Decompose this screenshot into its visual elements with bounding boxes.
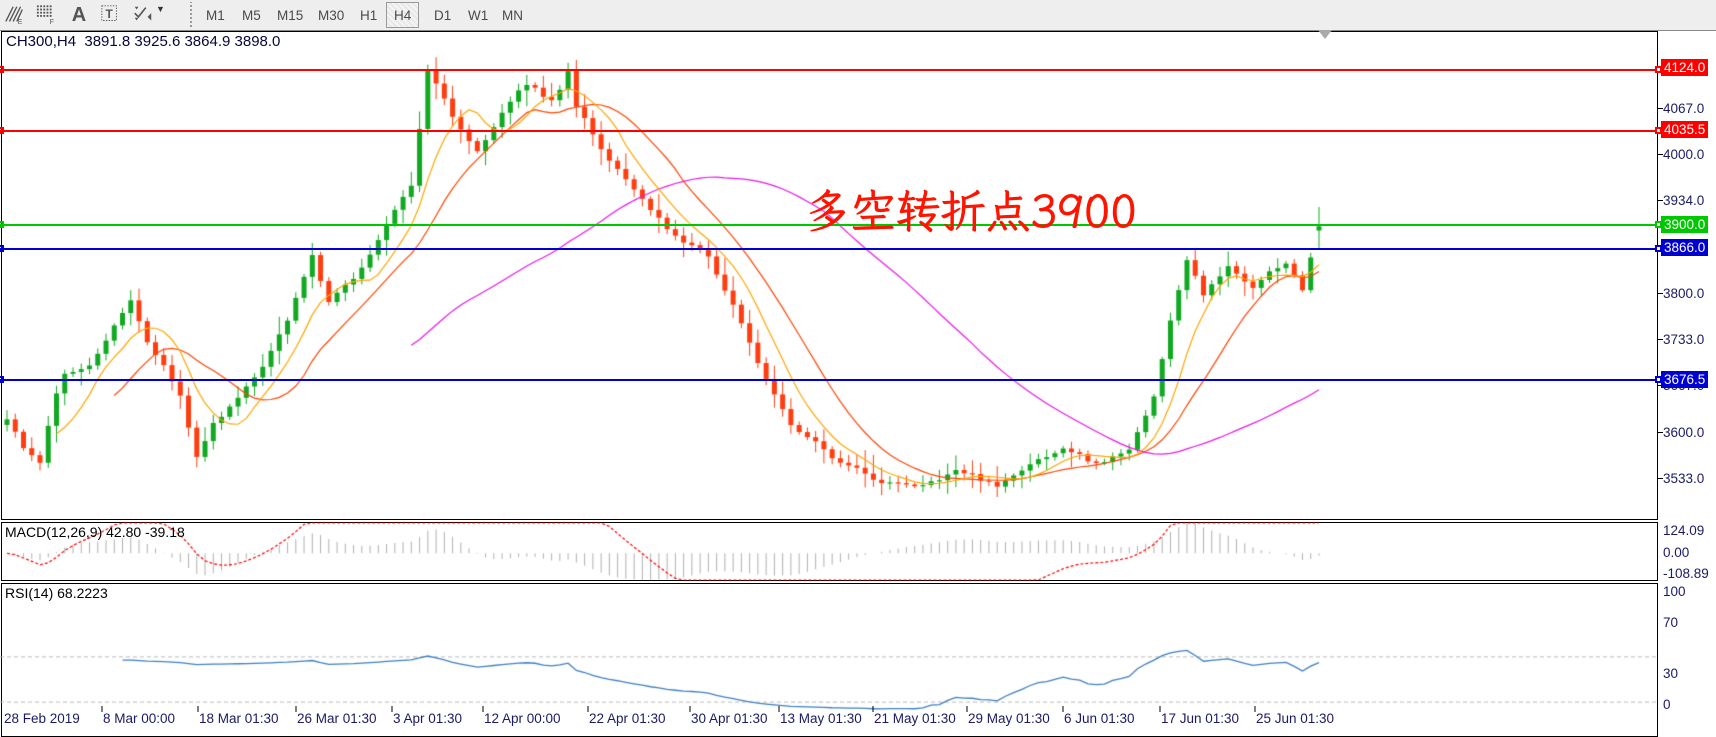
svg-text:E: E — [18, 19, 23, 26]
svg-text:T: T — [106, 7, 114, 21]
svg-text:F: F — [50, 19, 54, 26]
